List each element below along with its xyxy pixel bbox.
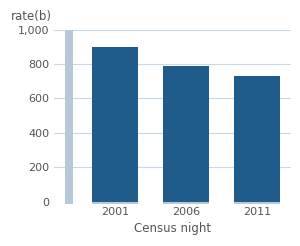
X-axis label: Census night: Census night (134, 222, 211, 235)
Bar (65, 30, 73, 204)
Bar (92, 47, 138, 202)
Bar (234, 202, 280, 204)
Bar (163, 202, 209, 204)
Bar (92, 202, 138, 204)
Bar (234, 76, 280, 202)
Text: rate(b): rate(b) (11, 10, 52, 23)
Bar (163, 66, 209, 202)
